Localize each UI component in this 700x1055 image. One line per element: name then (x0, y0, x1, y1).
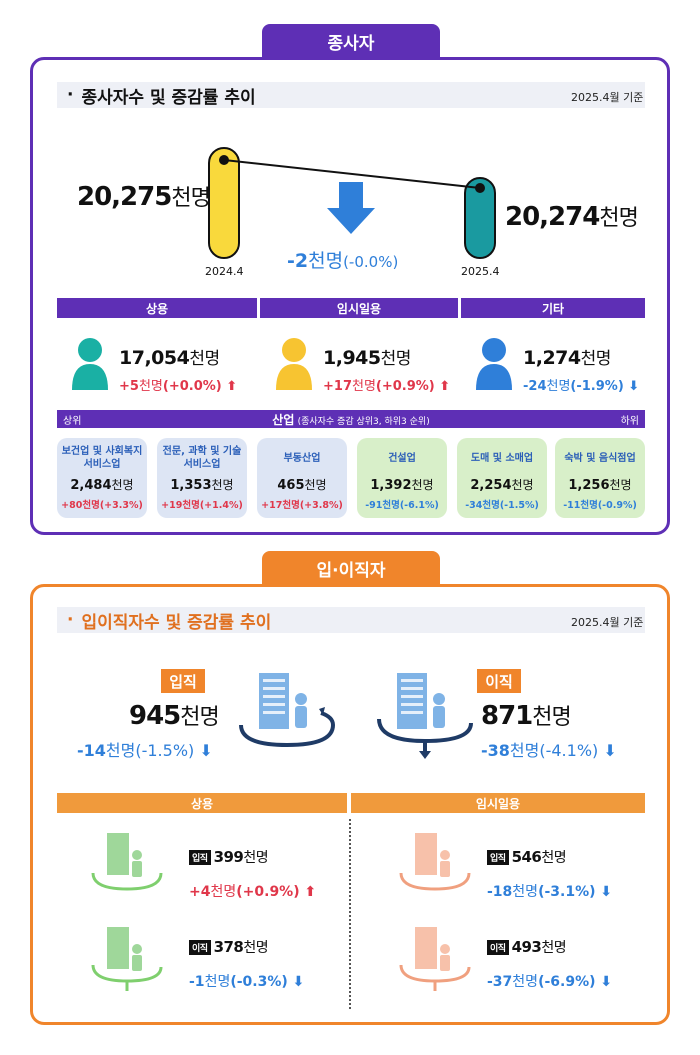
building-person-hire-icon (91, 833, 163, 891)
curr-employee-total: 20,274천명 (505, 202, 639, 232)
category-other: 1,274천명 -24천명(-1.9%) ⬇ (523, 347, 640, 394)
building-person-hire-icon (399, 833, 471, 891)
separation-change: -38천명(-4.1%) ⬇ (481, 741, 617, 760)
down-arrow-icon: ⬇ (199, 741, 213, 760)
divider (349, 819, 351, 1009)
industry-card: 전문, 과학 및 기술 서비스업 1,353천명 +19천명(+1.4%) (157, 438, 247, 518)
industry-header: 상위 산업 (종사자수 증감 상위3, 하위3 순위) 하위 (57, 410, 645, 428)
down-arrow-icon (327, 182, 375, 234)
temp-hire: 입직 546천명 -18천명(-3.1%) ⬇ (487, 848, 613, 900)
up-arrow-icon: ⬆ (439, 379, 451, 394)
category-header-other: 기타 (461, 298, 645, 318)
turnover-tab: 입·이직자 (262, 551, 440, 585)
regular-separation: 이직 378천명 -1천명(-0.3%) ⬇ (189, 938, 305, 990)
building-person-separation-icon (399, 927, 471, 991)
prev-year-label: 2024.4 (205, 265, 244, 278)
bar-2024 (208, 147, 240, 259)
person-icon (276, 338, 312, 390)
turnover-title-text: 입이직자수 및 증감률 추이 (81, 612, 272, 633)
turnover-base-date: 2025.4월 기준 (571, 616, 644, 629)
hire-change: -14천명(-1.5%) ⬇ (77, 741, 213, 760)
building-person-separation-icon (91, 927, 163, 991)
down-arrow-icon: ⬇ (292, 974, 305, 990)
down-arrow-icon: ⬇ (628, 379, 640, 394)
bar-2025 (464, 177, 496, 259)
employees-panel: · 종사자수 및 증감률 추이 2025.4월 기준 20,275천명 2024.… (30, 57, 670, 535)
building-person-hire-icon (239, 673, 335, 748)
industry-card: 숙박 및 음식점업 1,256천명 -11천명(-0.9%) (555, 438, 645, 518)
turnover-section-title: · 입이직자수 및 증감률 추이 (57, 607, 645, 633)
industry-top-label: 상위 (63, 415, 82, 427)
employees-tab: 종사자 (262, 24, 440, 58)
regular-header: 상용 (57, 793, 347, 813)
separation-total: 871천명 (481, 701, 572, 731)
down-arrow-icon: ⬇ (600, 884, 613, 900)
industry-card: 보건업 및 사회복지 서비스업 2,484천명 +80천명(+3.3%) (57, 438, 147, 518)
industry-card: 부동산업 465천명 +17천명(+3.8%) (257, 438, 347, 518)
person-icon (72, 338, 108, 390)
industry-card: 도매 및 소매업 2,254천명 -34천명(-1.5%) (457, 438, 547, 518)
prev-employee-total: 20,275천명 (77, 182, 211, 212)
employees-base-date: 2025.4월 기준 (571, 91, 644, 104)
person-icon (476, 338, 512, 390)
down-arrow-icon: ⬇ (603, 741, 617, 760)
regular-hire: 입직 399천명 +4천명(+0.9%) ⬆ (189, 848, 317, 900)
industry-bottom-label: 하위 (620, 415, 639, 427)
total-change: -2천명(-0.0%) (287, 250, 399, 272)
separation-badge: 이직 (477, 669, 521, 693)
temp-header: 임시일용 (351, 793, 645, 813)
curr-year-label: 2025.4 (461, 265, 500, 278)
employees-section-title: · 종사자수 및 증감률 추이 (57, 82, 645, 108)
down-arrow-icon: ⬇ (600, 974, 613, 990)
up-arrow-icon: ⬆ (226, 379, 238, 394)
category-header-temp: 임시일용 (260, 298, 458, 318)
up-arrow-icon: ⬆ (304, 884, 317, 900)
industry-card: 건설업 1,392천명 -91천명(-6.1%) (357, 438, 447, 518)
turnover-panel: · 입이직자수 및 증감률 추이 2025.4월 기준 입직 945천명 -14천… (30, 584, 670, 1025)
category-regular: 17,054천명 +5천명(+0.0%) ⬆ (119, 347, 238, 394)
employee-comparison-graphic (208, 147, 496, 259)
hire-total: 945천명 (129, 701, 220, 731)
employees-title-text: 종사자수 및 증감률 추이 (81, 87, 256, 108)
temp-separation: 이직 493천명 -37천명(-6.9%) ⬇ (487, 938, 613, 990)
category-header-regular: 상용 (57, 298, 257, 318)
hire-badge: 입직 (161, 669, 205, 693)
industry-title: 산업 (종사자수 증감 상위3, 하위3 순위) (272, 412, 430, 427)
building-person-separation-icon (377, 673, 473, 759)
category-temp: 1,945천명 +17천명(+0.9%) ⬆ (323, 347, 451, 394)
